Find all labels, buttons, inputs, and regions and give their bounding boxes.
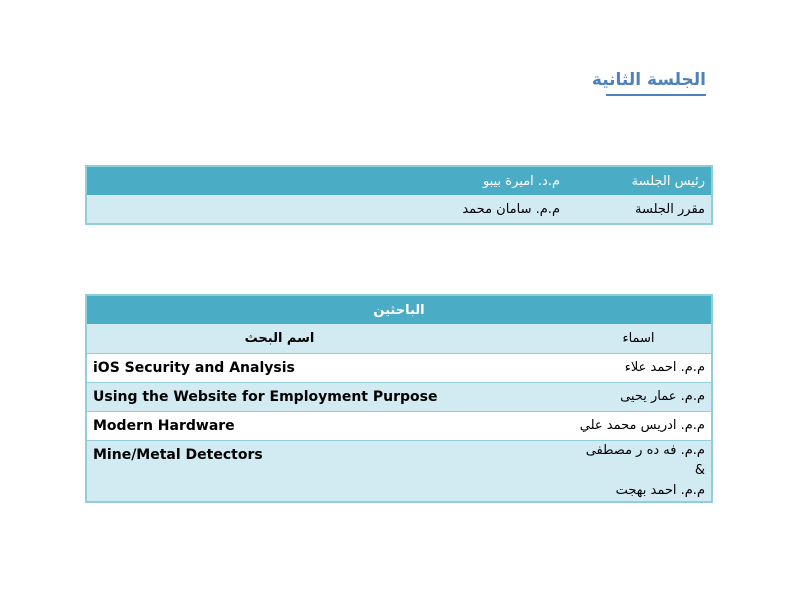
- names-column-header: اسماء: [566, 324, 712, 353]
- researcher-name: م.م. ادريس محمد علي: [566, 410, 712, 440]
- researcher-names: م.م. فه ده ر مصطفى & م.م. احمد بهجت: [566, 439, 712, 502]
- research-title: Using the Website for Employment Purpose: [86, 381, 566, 411]
- researchers-table: الباحثين اسم البحث اسماء iOS Security an…: [85, 294, 713, 503]
- session-chair-label: رئيس الجلسة: [566, 166, 712, 195]
- table-row: Using the Website for Employment Purpose…: [86, 381, 712, 411]
- research-column-header: اسم البحث: [86, 324, 566, 353]
- research-title: Mine/Metal Detectors: [86, 439, 566, 502]
- session-rapporteur-label: مقرر الجلسة: [566, 195, 712, 224]
- researcher-name: م.م. احمد بهجت: [615, 482, 705, 498]
- researcher-name: م.م. فه ده ر مصطفى &: [585, 442, 705, 478]
- column-header-row: اسم البحث اسماء: [86, 324, 712, 353]
- page-title: الجلسة الثانية: [591, 70, 706, 90]
- research-title: Modern Hardware: [86, 410, 566, 440]
- table-row: م.د. اميرة بيبو رئيس الجلسة: [86, 166, 712, 195]
- session-chair-value: م.د. اميرة بيبو: [86, 166, 566, 195]
- session-table: م.د. اميرة بيبو رئيس الجلسة م.م. سامان م…: [85, 165, 713, 225]
- researcher-name: م.م. عمار يحيى: [566, 381, 712, 411]
- session-rapporteur-value: م.م. سامان محمد: [86, 195, 566, 224]
- table-header-row: الباحثين: [86, 295, 712, 324]
- table-row: Modern Hardware م.م. ادريس محمد علي: [86, 410, 712, 440]
- table-row: م.م. سامان محمد مقرر الجلسة: [86, 195, 712, 224]
- researcher-name: م.م. احمد علاء: [566, 352, 712, 382]
- researchers-header: الباحثين: [86, 295, 712, 324]
- title-underline: [606, 94, 706, 96]
- table-row: Mine/Metal Detectors م.م. فه ده ر مصطفى …: [86, 439, 712, 502]
- table-row: iOS Security and Analysis م.م. احمد علاء: [86, 352, 712, 382]
- research-title: iOS Security and Analysis: [86, 352, 566, 382]
